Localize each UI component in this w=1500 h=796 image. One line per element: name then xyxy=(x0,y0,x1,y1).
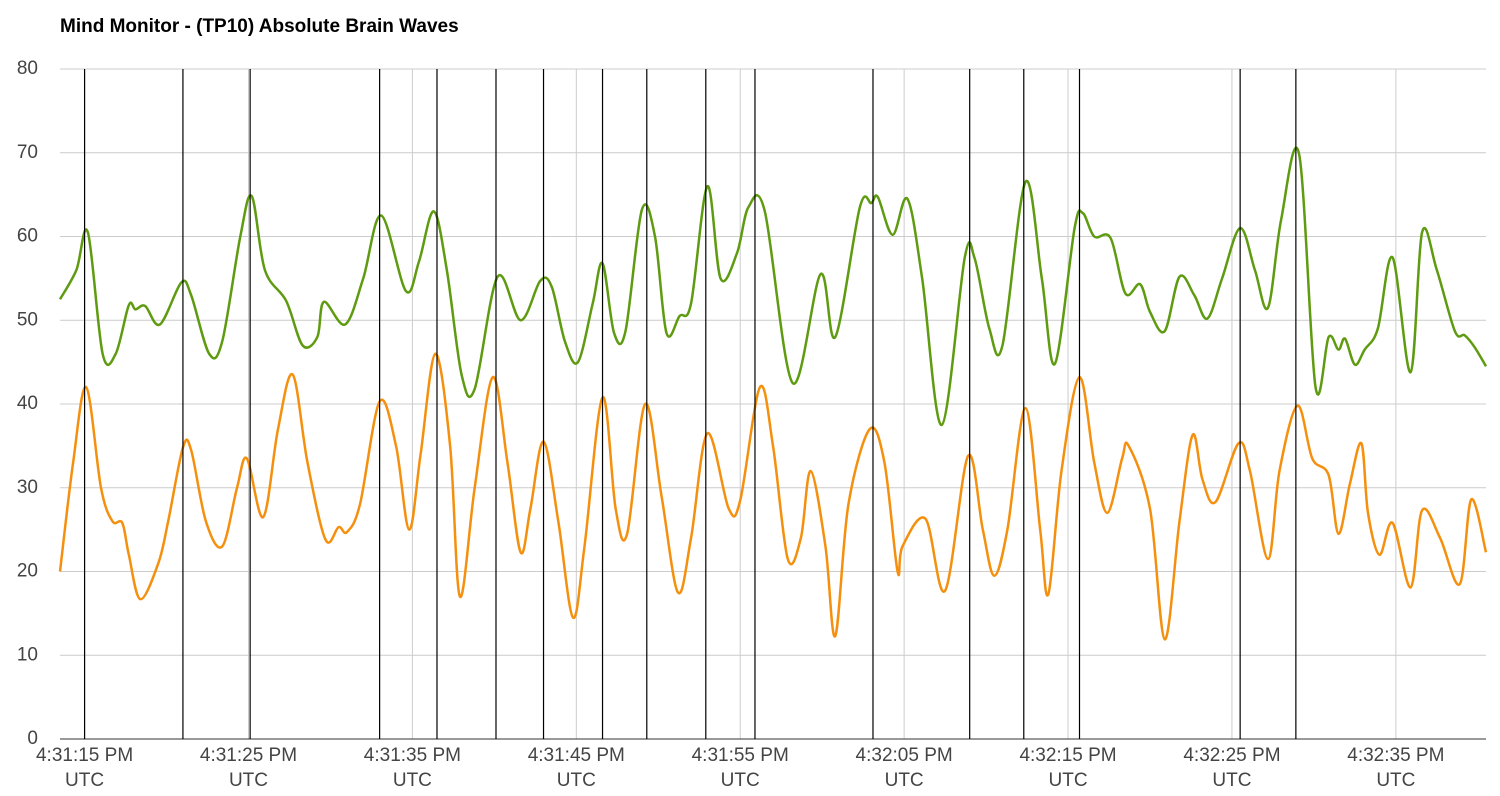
x-tick-label: 4:32:05 PM UTC xyxy=(855,745,953,791)
y-tick-label: 70 xyxy=(17,142,38,163)
x-tick-label: 4:31:35 PM UTC xyxy=(363,745,461,791)
chart-title: Mind Monitor - (TP10) Absolute Brain Wav… xyxy=(60,16,459,37)
x-tick-label: 4:32:15 PM UTC xyxy=(1019,745,1117,791)
y-tick-label: 10 xyxy=(17,644,38,665)
y-tick-label: 80 xyxy=(17,58,38,79)
y-tick-label: 50 xyxy=(17,309,38,330)
series-line xyxy=(58,146,1488,427)
x-tick-label: 4:31:15 PM UTC xyxy=(35,745,134,791)
y-tick-label: 60 xyxy=(17,226,38,247)
y-tick-label: 30 xyxy=(17,477,38,498)
y-tick-label: 40 xyxy=(17,393,38,414)
x-tick-label: 4:31:45 PM UTC xyxy=(527,745,625,791)
x-tick-label: 4:31:55 PM UTC xyxy=(691,745,789,791)
x-tick-label: 4:32:25 PM UTC xyxy=(1183,745,1281,791)
y-tick-label: 20 xyxy=(17,561,38,582)
series-line xyxy=(58,352,1488,641)
x-tick-label: 4:32:35 PM UTC xyxy=(1347,745,1445,791)
x-tick-label: 4:31:25 PM UTC xyxy=(199,745,298,791)
y-tick-label: 0 xyxy=(27,728,38,749)
